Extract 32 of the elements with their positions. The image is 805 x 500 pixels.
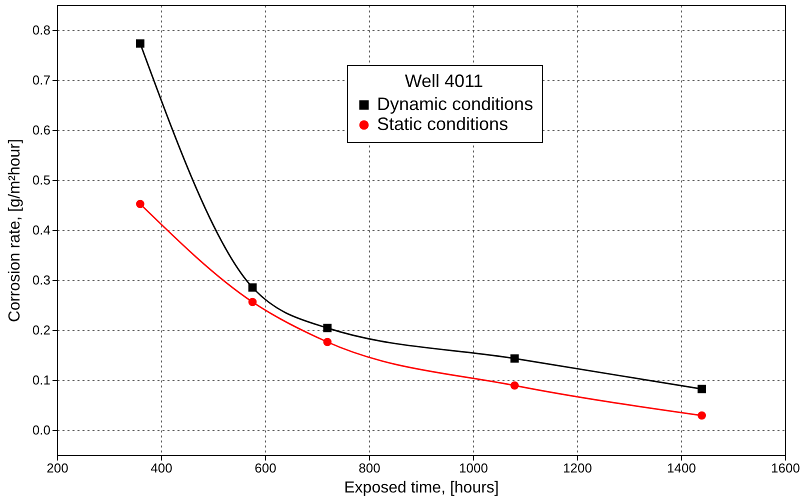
legend-label: Dynamic conditions: [377, 94, 534, 114]
y-tick-label: 0.0: [32, 422, 50, 438]
point: [510, 381, 519, 390]
legend-title: Well 4011: [404, 71, 484, 91]
y-tick-label: 0.4: [32, 222, 50, 238]
x-tick-label: 800: [358, 460, 380, 476]
y-tick-label: 0.8: [32, 22, 50, 38]
x-axis-title: Exposed time, [hours]: [344, 480, 499, 496]
point: [136, 200, 144, 208]
x-tick-label: 1600: [771, 460, 800, 476]
point: [323, 338, 332, 346]
y-axis-title: Corrosion rate, [g/m²hour]: [6, 138, 24, 322]
point: [698, 411, 706, 420]
x-tick-label: 1200: [563, 460, 592, 476]
y-tick-label: 0.6: [32, 122, 50, 138]
point: [510, 354, 519, 363]
x-tick-label: 600: [254, 460, 276, 476]
y-tick-label: 0.2: [32, 322, 50, 338]
legend-label: Static conditions: [377, 114, 508, 134]
point: [698, 384, 706, 394]
y-tick-label: 0.3: [32, 272, 50, 288]
x-tick-label: 1000: [459, 460, 488, 476]
point: [136, 39, 144, 48]
y-tick-label: 0.1: [32, 372, 50, 388]
y-tick-label: 0.7: [32, 72, 50, 88]
x-tick-label: 200: [46, 460, 68, 476]
point: [248, 283, 257, 292]
y-tick-label: 0.5: [32, 172, 50, 188]
x-tick-label: 400: [150, 460, 172, 476]
x-tick-label: 1400: [667, 460, 696, 476]
point: [248, 298, 257, 306]
point: [323, 324, 332, 332]
